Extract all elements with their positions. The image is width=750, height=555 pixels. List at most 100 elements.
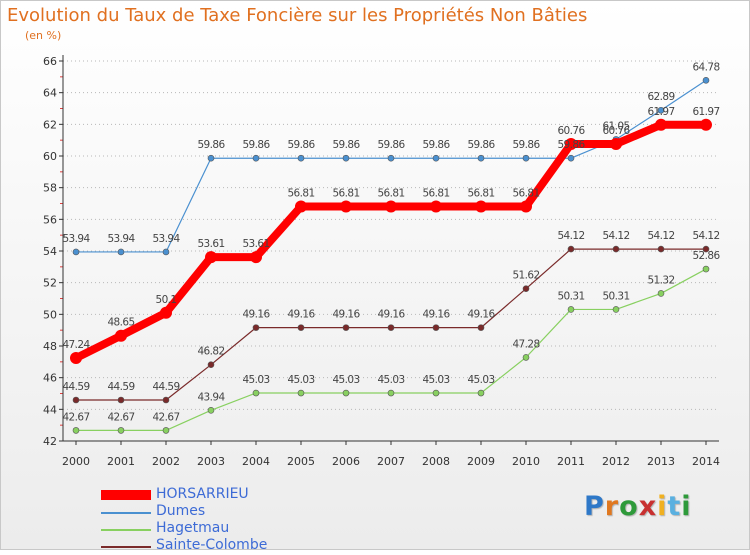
data-point xyxy=(340,200,352,213)
data-point xyxy=(70,352,82,365)
data-label: 49.16 xyxy=(377,309,405,321)
data-label: 45.03 xyxy=(287,374,314,386)
data-label: 45.03 xyxy=(242,374,269,386)
data-label: 45.03 xyxy=(467,374,494,386)
data-point xyxy=(477,324,485,331)
data-label: 54.12 xyxy=(602,230,629,242)
series-line-dumes xyxy=(75,79,707,253)
data-point xyxy=(432,324,440,331)
data-label: 59.86 xyxy=(512,139,540,151)
data-label: 56.81 xyxy=(422,188,449,200)
data-point xyxy=(297,389,305,397)
data-point xyxy=(475,200,487,213)
x-tick-label: 2001 xyxy=(107,455,135,468)
data-point xyxy=(655,118,667,131)
x-tick-label: 2008 xyxy=(422,455,450,468)
logo-letter: t xyxy=(667,491,682,522)
data-label: 59.86 xyxy=(332,139,360,151)
logo-letter: r xyxy=(604,491,620,522)
data-point xyxy=(297,154,305,162)
y-tick-label: 46 xyxy=(43,372,57,385)
data-label: 60.76 xyxy=(557,125,585,137)
data-point xyxy=(610,137,622,150)
data-point xyxy=(252,324,260,331)
logo-letter: i xyxy=(681,491,692,522)
data-label: 56.81 xyxy=(467,188,494,200)
x-tick-label: 2011 xyxy=(557,455,585,468)
data-label: 54.12 xyxy=(557,230,584,242)
data-label: 53.94 xyxy=(107,233,135,245)
x-tick-label: 2005 xyxy=(287,455,315,468)
data-point xyxy=(522,354,530,361)
data-label: 56.81 xyxy=(287,188,314,200)
data-label: 44.59 xyxy=(107,381,134,393)
data-point xyxy=(207,361,215,368)
data-label: 64.78 xyxy=(692,61,719,73)
chart-unit: (en %) xyxy=(25,29,62,42)
y-tick-label: 44 xyxy=(43,403,57,416)
x-tick-label: 2014 xyxy=(692,455,720,468)
data-label: 45.03 xyxy=(422,374,449,386)
data-point xyxy=(477,154,485,162)
legend-label-sainte-colombe: Sainte-Colombe xyxy=(156,537,268,553)
x-tick-label: 2012 xyxy=(602,455,630,468)
data-label: 50.1 xyxy=(156,294,177,306)
data-label: 50.31 xyxy=(602,290,629,302)
data-point xyxy=(522,154,530,162)
legend-label-dumes: Dumes xyxy=(156,503,206,519)
data-label: 53.94 xyxy=(62,233,90,245)
data-label: 53.61 xyxy=(197,238,224,250)
data-label: 51.32 xyxy=(647,274,674,286)
data-label: 42.67 xyxy=(107,411,134,423)
y-tick-label: 52 xyxy=(43,277,57,290)
data-label: 47.28 xyxy=(512,338,539,350)
y-tick-label: 60 xyxy=(43,150,57,163)
data-point xyxy=(432,389,440,397)
chart-title: Evolution du Taux de Taxe Foncière sur l… xyxy=(7,5,588,26)
data-label: 49.16 xyxy=(287,309,315,321)
data-label: 47.24 xyxy=(62,339,90,351)
data-point xyxy=(342,389,350,397)
data-label: 61.97 xyxy=(692,106,719,118)
data-label: 49.16 xyxy=(422,309,450,321)
data-point xyxy=(700,118,712,131)
data-point xyxy=(342,154,350,162)
proxiti-logo: Proxiti xyxy=(584,491,692,522)
data-point xyxy=(117,396,125,404)
data-point xyxy=(612,245,620,253)
data-point xyxy=(162,396,170,404)
data-point xyxy=(565,137,577,150)
x-tick-label: 2013 xyxy=(647,455,675,468)
y-tick-label: 66 xyxy=(43,55,57,68)
data-label: 59.86 xyxy=(242,139,270,151)
data-label: 59.86 xyxy=(377,139,405,151)
logo-letter: o xyxy=(619,491,639,522)
data-point xyxy=(342,324,350,331)
data-label: 53.61 xyxy=(242,238,269,250)
data-label: 59.86 xyxy=(557,139,585,151)
data-label: 53.94 xyxy=(152,233,180,245)
x-tick-label: 2010 xyxy=(512,455,540,468)
x-tick-label: 2006 xyxy=(332,455,360,468)
data-point xyxy=(205,251,217,264)
data-point xyxy=(252,389,260,397)
data-label: 48.65 xyxy=(107,317,134,329)
y-tick-label: 42 xyxy=(43,435,57,448)
data-label: 59.86 xyxy=(467,139,495,151)
data-point xyxy=(117,427,125,434)
data-point xyxy=(387,389,395,397)
data-point xyxy=(72,427,80,434)
data-point xyxy=(295,200,307,213)
data-label: 54.12 xyxy=(647,230,674,242)
data-point xyxy=(567,245,575,253)
legend-swatch-horsarrieu xyxy=(101,490,151,500)
legend-label-hagetmau: Hagetmau xyxy=(156,520,230,536)
data-label: 60.76 xyxy=(602,125,630,137)
data-point xyxy=(207,406,215,414)
legend-swatch-dumes xyxy=(101,512,151,514)
data-label: 49.16 xyxy=(467,309,495,321)
data-point xyxy=(72,396,80,404)
data-label: 52.86 xyxy=(692,250,720,262)
data-label: 56.81 xyxy=(332,188,359,200)
data-label: 62.89 xyxy=(647,91,674,103)
